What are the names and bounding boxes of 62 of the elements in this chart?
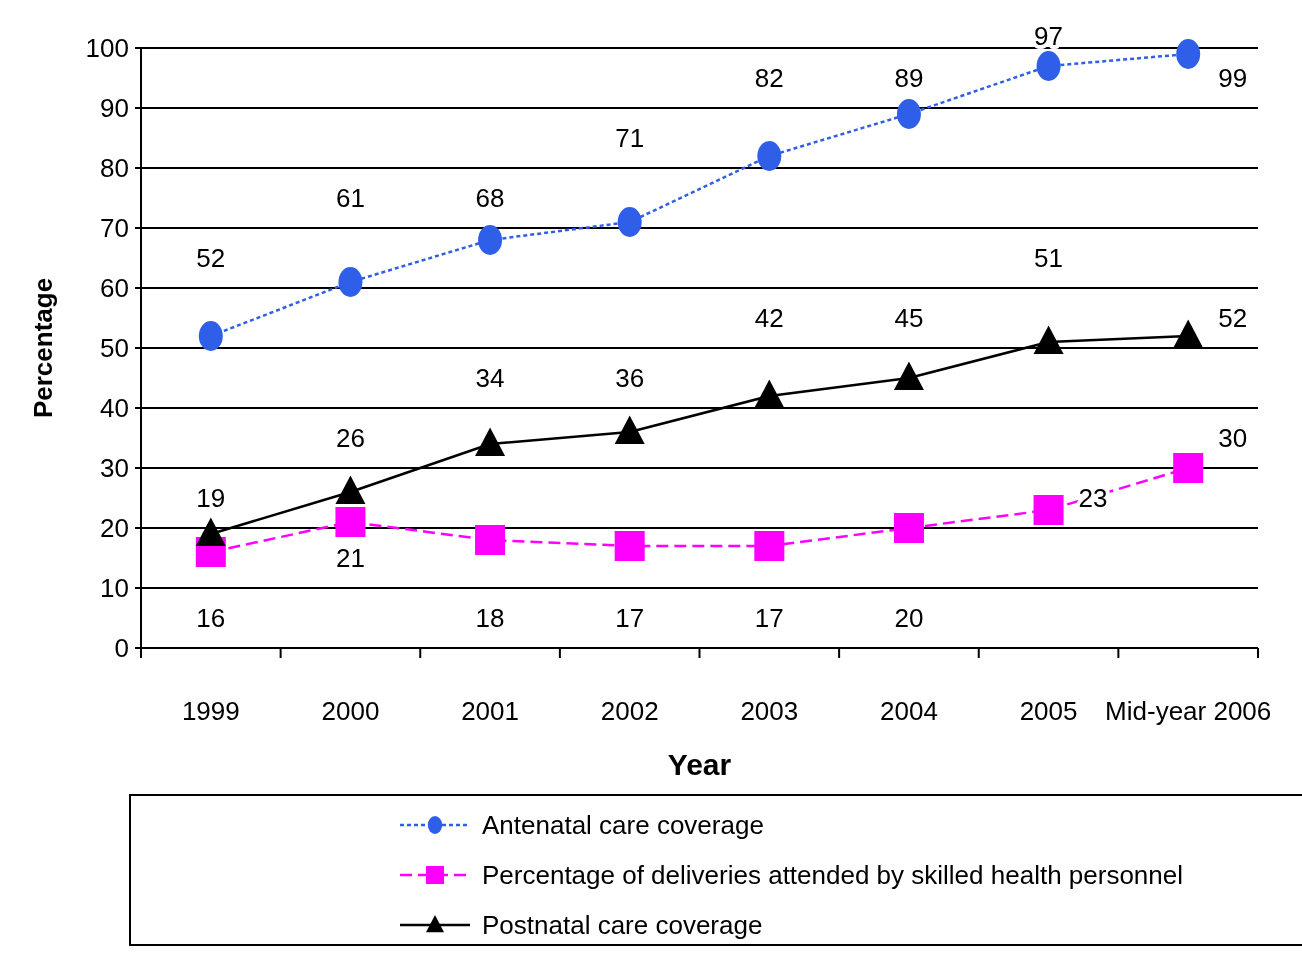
point	[1176, 39, 1201, 69]
x-tick-label: 1999	[181, 696, 240, 727]
data-label: 19	[196, 483, 226, 514]
data-label: 61	[335, 183, 365, 214]
x-tick-label: 2004	[880, 696, 938, 727]
data-label: 97	[1034, 21, 1064, 52]
point	[757, 141, 782, 171]
data-label: 36	[615, 363, 645, 394]
data-label: 17	[615, 603, 645, 634]
y-tick-label: 100	[85, 33, 129, 64]
point	[338, 267, 363, 297]
y-tick-label: 70	[100, 213, 129, 244]
data-label: 71	[615, 123, 645, 154]
data-label: 42	[754, 303, 784, 334]
point	[896, 99, 921, 129]
data-label: 20	[894, 603, 924, 634]
point	[475, 525, 506, 555]
y-tick-label: 10	[100, 573, 129, 604]
legend-label: Percentage of deliveries attended by skilled health personnel	[482, 860, 1184, 891]
point	[1036, 51, 1061, 81]
point	[478, 225, 503, 255]
data-label: 18	[475, 603, 505, 634]
data-label: 51	[1034, 243, 1064, 274]
legend-label: Antenatal care coverage	[482, 810, 764, 841]
y-tick-label: 60	[100, 273, 129, 304]
data-label: 21	[335, 543, 365, 574]
point	[617, 207, 642, 237]
y-tick-label: 80	[100, 153, 129, 184]
point	[614, 531, 645, 561]
x-tick-label: 2002	[600, 696, 659, 727]
point	[1173, 453, 1204, 483]
data-label: 30	[1218, 423, 1248, 454]
point	[754, 531, 785, 561]
data-label: 52	[196, 243, 226, 274]
data-label: 89	[894, 63, 924, 94]
point	[1033, 495, 1064, 525]
data-label: 26	[335, 423, 365, 454]
point	[335, 507, 366, 537]
y-axis-title: Percentage	[28, 277, 58, 419]
x-tick-label: 2003	[740, 696, 799, 727]
data-label: 52	[1218, 303, 1248, 334]
x-axis-title: Year	[667, 748, 732, 781]
y-tick-label: 0	[114, 633, 129, 664]
y-tick-label: 20	[100, 513, 129, 544]
y-tick-label: 30	[100, 453, 129, 484]
x-tick-label: 2005	[1019, 696, 1078, 727]
data-label: 45	[894, 303, 924, 334]
data-label: 16	[196, 603, 226, 634]
x-tick-label: 2000	[321, 696, 380, 727]
legend-label: Postnatal care coverage	[482, 910, 763, 941]
data-label: 17	[754, 603, 784, 634]
y-tick-label: 50	[100, 333, 129, 364]
x-tick-label: Mid-year 2006	[1105, 696, 1272, 727]
y-tick-label: 40	[100, 393, 129, 424]
x-tick-label: 2001	[461, 696, 519, 727]
y-tick-label: 90	[100, 93, 129, 124]
data-label: 82	[754, 63, 784, 94]
data-label: 99	[1218, 63, 1248, 94]
point	[893, 513, 924, 543]
data-label: 68	[475, 183, 505, 214]
point	[198, 321, 223, 351]
data-label: 34	[475, 363, 505, 394]
